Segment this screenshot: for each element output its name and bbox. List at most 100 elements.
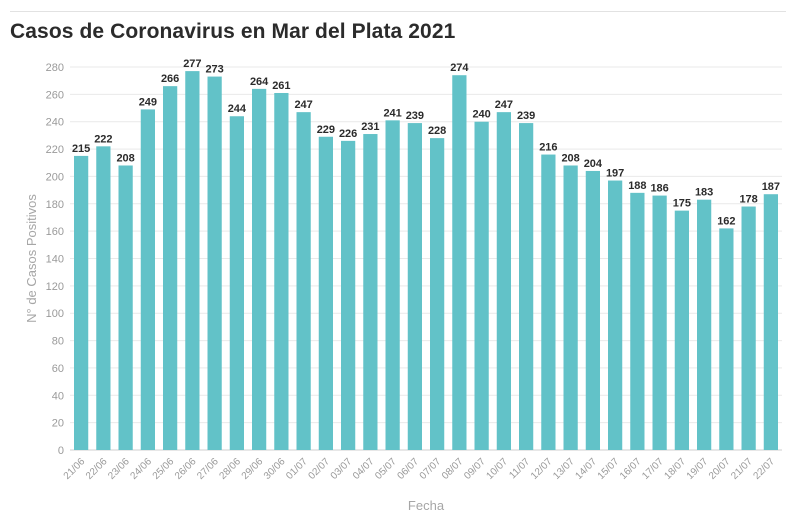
bar-value-label: 247 bbox=[495, 99, 513, 111]
x-tick-label: 24/06 bbox=[129, 456, 155, 482]
y-tick-label: 40 bbox=[52, 390, 64, 402]
x-tick-label: 20/07 bbox=[707, 456, 733, 482]
bar-value-label: 249 bbox=[139, 96, 157, 108]
bar-value-label: 178 bbox=[739, 194, 757, 206]
bar-value-label: 244 bbox=[228, 103, 247, 115]
bar bbox=[407, 123, 422, 450]
y-tick-label: 280 bbox=[46, 62, 64, 74]
x-tick-label: 28/06 bbox=[218, 456, 244, 482]
bar-value-label: 183 bbox=[695, 187, 713, 199]
bar bbox=[652, 195, 667, 450]
bar bbox=[341, 140, 356, 450]
y-tick-label: 180 bbox=[46, 199, 64, 211]
x-tick-label: 21/07 bbox=[729, 456, 755, 482]
x-tick-label: 04/07 bbox=[351, 456, 377, 482]
bar-value-label: 247 bbox=[294, 99, 312, 111]
x-tick-label: 29/06 bbox=[240, 456, 266, 482]
y-tick-label: 200 bbox=[46, 171, 64, 183]
bar-value-label: 261 bbox=[272, 80, 290, 92]
bar bbox=[96, 146, 111, 451]
bar-value-label: 240 bbox=[472, 109, 490, 121]
y-tick-label: 60 bbox=[52, 363, 64, 375]
bar-value-label: 204 bbox=[584, 158, 603, 170]
bar bbox=[185, 71, 200, 450]
x-tick-label: 18/07 bbox=[663, 456, 689, 482]
bar-value-label: 226 bbox=[339, 128, 357, 140]
x-tick-label: 25/06 bbox=[151, 456, 177, 482]
bar-value-label: 188 bbox=[628, 180, 646, 192]
bar bbox=[563, 165, 578, 450]
bar-value-label: 274 bbox=[450, 62, 469, 74]
x-tick-label: 21/06 bbox=[62, 456, 88, 482]
bar-value-label: 187 bbox=[762, 181, 780, 193]
x-tick-label: 22/07 bbox=[752, 456, 778, 482]
bar bbox=[118, 165, 133, 450]
bar-value-label: 186 bbox=[650, 183, 668, 195]
bar-value-label: 241 bbox=[383, 107, 401, 119]
bar bbox=[163, 86, 178, 451]
x-tick-label: 27/06 bbox=[195, 456, 221, 482]
bar bbox=[452, 75, 467, 450]
x-tick-label: 12/07 bbox=[529, 456, 555, 482]
bar bbox=[207, 76, 222, 450]
x-axis-ticks: 21/0622/0623/0624/0625/0626/0627/0628/06… bbox=[62, 456, 778, 482]
bar bbox=[741, 206, 756, 450]
bar bbox=[630, 192, 645, 451]
y-tick-label: 100 bbox=[46, 308, 64, 320]
bar bbox=[274, 92, 289, 450]
y-tick-label: 20 bbox=[52, 418, 64, 430]
bar-value-label: 273 bbox=[205, 64, 223, 76]
bar bbox=[763, 194, 778, 450]
x-tick-label: 23/06 bbox=[106, 456, 132, 482]
x-tick-label: 08/07 bbox=[440, 456, 466, 482]
bar-value-label: 222 bbox=[94, 133, 112, 145]
bar-value-label: 239 bbox=[406, 110, 424, 122]
x-tick-label: 19/07 bbox=[685, 456, 711, 482]
x-tick-label: 05/07 bbox=[373, 456, 399, 482]
y-tick-label: 160 bbox=[46, 226, 64, 238]
bar bbox=[385, 120, 400, 450]
bar bbox=[74, 155, 89, 451]
bars bbox=[74, 71, 778, 451]
bar-value-label: 208 bbox=[116, 152, 134, 164]
bar bbox=[519, 123, 534, 450]
bar-value-label: 175 bbox=[673, 198, 691, 210]
bar-value-label: 228 bbox=[428, 125, 446, 137]
x-tick-label: 07/07 bbox=[418, 456, 444, 482]
y-tick-label: 80 bbox=[52, 336, 64, 348]
bar-value-label: 215 bbox=[72, 143, 90, 155]
bar-value-label: 231 bbox=[361, 121, 379, 133]
x-tick-label: 09/07 bbox=[462, 456, 488, 482]
x-tick-label: 17/07 bbox=[640, 456, 666, 482]
x-tick-label: 13/07 bbox=[551, 456, 577, 482]
x-tick-label: 14/07 bbox=[574, 456, 600, 482]
y-tick-label: 120 bbox=[46, 281, 64, 293]
bar-value-label: 197 bbox=[606, 168, 624, 180]
bar bbox=[608, 180, 623, 450]
y-axis-title: N° de Casos Positivos bbox=[24, 194, 39, 323]
bar bbox=[585, 170, 600, 450]
chart-title: Casos de Coronavirus en Mar del Plata 20… bbox=[10, 20, 456, 43]
bar bbox=[474, 121, 489, 450]
bar bbox=[296, 112, 311, 450]
bar-value-label: 162 bbox=[717, 215, 735, 227]
bar-value-label: 208 bbox=[561, 152, 579, 164]
bar bbox=[674, 210, 689, 450]
y-tick-label: 220 bbox=[46, 144, 64, 156]
top-divider bbox=[10, 11, 786, 12]
y-tick-label: 240 bbox=[46, 117, 64, 129]
bar-value-label: 239 bbox=[517, 110, 535, 122]
y-tick-label: 0 bbox=[58, 445, 64, 457]
x-tick-label: 30/06 bbox=[262, 456, 288, 482]
bar bbox=[719, 228, 734, 450]
bar-value-label: 277 bbox=[183, 58, 201, 70]
x-tick-label: 02/07 bbox=[307, 456, 333, 482]
y-tick-label: 140 bbox=[46, 254, 64, 266]
x-tick-label: 10/07 bbox=[485, 456, 511, 482]
bar bbox=[496, 112, 511, 450]
bar-value-labels: 215 222 208 249 266 277 273 244 264 261 247 229 226 2… bbox=[72, 58, 780, 227]
y-tick-label: 260 bbox=[46, 89, 64, 101]
x-tick-label: 22/06 bbox=[84, 456, 110, 482]
bar-value-label: 229 bbox=[317, 124, 335, 136]
